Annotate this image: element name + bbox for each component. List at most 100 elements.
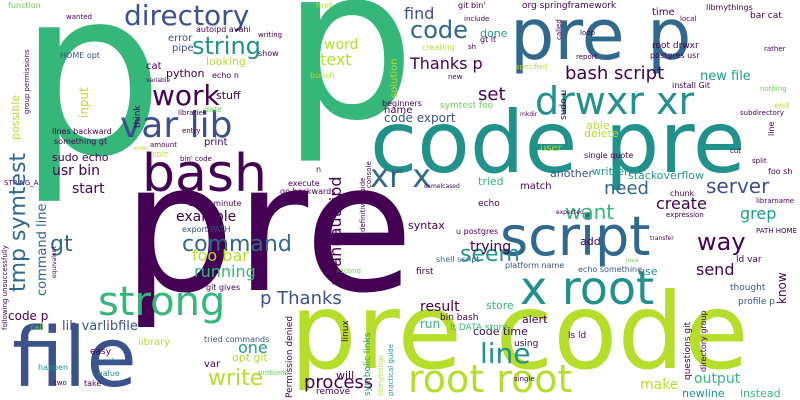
cloud-word: running — [194, 262, 256, 281]
cloud-word: console — [365, 161, 373, 188]
cloud-word: libraries — [178, 109, 207, 117]
cloud-word: new — [448, 73, 463, 81]
cloud-word: include — [464, 15, 490, 23]
cloud-word: foo sh — [768, 167, 793, 176]
cloud-word: python — [166, 67, 205, 80]
cloud-word: server — [706, 174, 770, 198]
cloud-word: second — [336, 267, 361, 275]
cloud-word: example — [176, 209, 237, 225]
cloud-word: error — [168, 33, 193, 44]
cloud-word: every minute — [188, 199, 242, 208]
cloud-word: n — [316, 165, 322, 174]
cloud-word: process — [304, 372, 374, 393]
cloud-word: local — [680, 15, 697, 23]
cloud-word: sudo echo — [52, 151, 109, 164]
cloud-word: text — [320, 50, 352, 69]
cloud-word: will — [336, 369, 355, 382]
cloud-word: p code — [92, 357, 119, 366]
cloud-word: name — [384, 105, 413, 116]
cloud-word: symbolic links — [363, 332, 373, 396]
cloud-word: libmythings — [377, 355, 385, 396]
cloud-word: print — [204, 137, 228, 148]
cloud-word: bin bash — [440, 313, 479, 323]
cloud-word: loop — [580, 29, 595, 37]
cloud-word: call — [30, 323, 44, 332]
cloud-word: lt DATA store — [450, 323, 508, 333]
cloud-word: looking — [206, 55, 246, 68]
cloud-word: echo — [478, 199, 500, 209]
cloud-word: something gt — [54, 137, 108, 146]
cloud-word: thought — [730, 283, 766, 293]
cloud-word: sh — [468, 43, 477, 51]
cloud-word: cat — [146, 61, 162, 72]
cloud-word: echo something — [578, 265, 643, 274]
cloud-word: following unsuccessfully — [1, 245, 9, 330]
cloud-word: install Git — [672, 81, 711, 90]
cloud-word: happen — [38, 363, 69, 372]
cloud-word: STRING_A — [4, 179, 39, 187]
cloud-word: date — [204, 105, 223, 114]
cloud-word: camelcased — [424, 183, 460, 190]
cloud-word: expression — [666, 211, 704, 219]
cloud-word: rather — [764, 45, 786, 53]
cloud-word: function — [8, 1, 41, 10]
cloud-word: tried — [478, 175, 504, 188]
cloud-word: code time — [473, 325, 528, 338]
cloud-word: profile p — [738, 297, 776, 307]
cloud-word: cut — [730, 147, 742, 155]
cloud-word: first — [416, 267, 434, 277]
cloud-word: drwxr xr — [535, 79, 695, 123]
cloud-word: stackoverflow — [628, 169, 704, 182]
cloud-word: instead — [740, 387, 781, 400]
cloud-word: variable — [146, 77, 171, 84]
cloud-word: library — [138, 337, 171, 348]
cloud-word: syntax — [408, 219, 445, 232]
cloud-word: possible — [9, 94, 22, 140]
cloud-word: shell script — [436, 255, 480, 264]
cloud-word: seem — [460, 242, 520, 267]
cloud-word: code p — [8, 309, 49, 323]
cloud-word: done — [480, 27, 508, 40]
cloud-word: show — [258, 49, 279, 58]
cloud-word: chunk — [670, 189, 695, 198]
cloud-word: script — [500, 205, 651, 268]
cloud-word: store — [486, 299, 514, 312]
cloud-word: easy — [90, 347, 112, 357]
cloud-word: think — [133, 105, 143, 128]
cloud-word: lines backward — [52, 127, 112, 136]
cloud-word: pre p — [510, 0, 692, 76]
cloud-word: p Thanks — [260, 288, 342, 309]
cloud-word: code export — [384, 111, 456, 125]
cloud-word: using — [514, 339, 539, 349]
cloud-word: expected — [556, 209, 584, 216]
cloud-word: use — [638, 265, 658, 278]
cloud-word: usr bin — [52, 163, 101, 179]
cloud-word: x root — [520, 261, 655, 315]
cloud-word: stuff — [216, 89, 241, 102]
cloud-word: want — [565, 200, 615, 224]
cloud-word: entry — [182, 127, 201, 135]
cloud-word: beginners — [382, 99, 422, 108]
cloud-word: line — [767, 121, 776, 136]
cloud-word: foo bar — [192, 246, 249, 265]
cloud-word: librarname — [756, 197, 795, 205]
cloud-word: alert — [522, 313, 548, 326]
cloud-word: HOME opt — [60, 51, 100, 60]
cloud-word: send — [696, 260, 735, 279]
cloud-word: split — [752, 157, 767, 165]
cloud-word: single — [514, 375, 535, 383]
cloud-word: able — [586, 119, 610, 132]
cloud-word: pre — [122, 125, 414, 332]
cloud-word: practical guide — [387, 343, 395, 396]
cloud-word: ls ld — [568, 331, 587, 341]
cloud-word: bunch — [310, 71, 335, 80]
cloud-word: questions git — [683, 321, 693, 380]
cloud-word: user — [540, 143, 562, 154]
cloud-word: called — [555, 19, 563, 40]
cloud-word: EDIT — [152, 151, 169, 159]
cloud-word: equivalent — [51, 246, 58, 278]
cloud-word: output — [694, 371, 741, 387]
cloud-word: mkdir — [520, 111, 538, 118]
cloud-word: new file — [700, 69, 751, 84]
cloud-word: p — [18, 0, 164, 208]
